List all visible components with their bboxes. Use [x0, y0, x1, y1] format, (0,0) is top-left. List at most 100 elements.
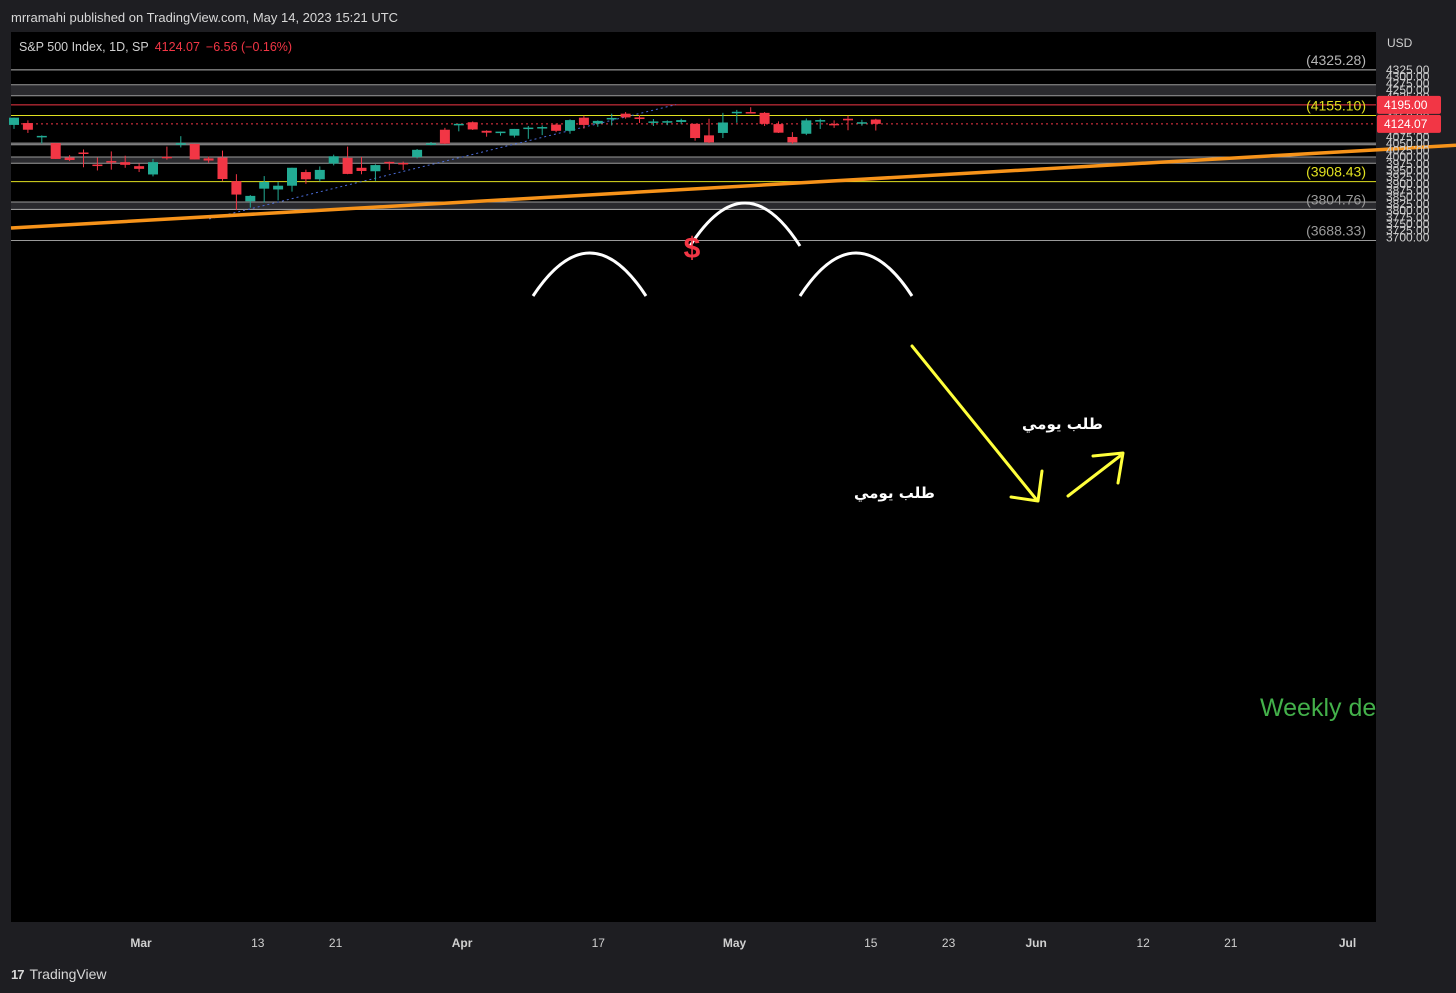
y-tick-label: 3775.00	[1386, 210, 1430, 224]
candle-body-59	[829, 123, 840, 126]
symbol-legend: S&P 500 Index, 1D, SP 4124.07 −6.56 (−0.16…	[19, 40, 292, 54]
candle-body-38	[537, 127, 548, 129]
candle-body-41	[578, 117, 589, 125]
candle-body-29	[412, 149, 423, 158]
candle-body-47	[662, 121, 673, 123]
x-tick-label: Apr	[452, 936, 473, 950]
candle-body-32	[453, 123, 464, 126]
legend-price: 4124.07	[154, 40, 200, 54]
candle-body-62	[870, 119, 881, 124]
x-tick-label: Jul	[1339, 936, 1356, 950]
y-tick-label: 3900.00	[1386, 177, 1430, 191]
demand-daily-label-upper: طلب يومي	[1022, 415, 1103, 433]
candle-body-6	[92, 164, 103, 167]
x-tick-label: 21	[329, 936, 343, 950]
candle-body-17	[245, 195, 256, 202]
x-tick-label: 23	[942, 936, 956, 950]
top-bar	[0, 0, 1456, 32]
candle-body-42	[592, 120, 603, 124]
candle-body-18	[259, 181, 270, 189]
price-badge-label: 4124.07	[1384, 117, 1428, 131]
demand-zone-2	[11, 157, 1376, 164]
candle-body-22	[314, 169, 325, 180]
y-tick-label: 3925.00	[1386, 170, 1430, 184]
candle-body-57	[801, 120, 812, 134]
x-tick-label: 12	[1137, 936, 1151, 950]
y-tick-label: 3725.00	[1386, 224, 1430, 238]
price-badge-3	[1377, 114, 1441, 133]
candle-body-7	[106, 161, 117, 163]
candle-body-1	[22, 123, 33, 130]
level-label: (3804.76)	[1306, 191, 1366, 207]
brand-name: TradingView	[29, 966, 107, 982]
tradingview-logo-icon: 17	[11, 966, 25, 982]
tradingview-brand[interactable]: 17 TradingView	[11, 966, 107, 982]
level-label: (4155.10)	[1306, 98, 1366, 114]
y-tick-label: 4325.00	[1386, 63, 1430, 77]
candle-body-49	[690, 123, 701, 139]
candle-body-33	[467, 122, 478, 130]
candle-body-31	[439, 129, 450, 144]
y-tick-label: 4275.00	[1386, 76, 1430, 90]
candle-body-54	[759, 112, 770, 124]
candle-body-53	[745, 112, 756, 114]
candle-body-50	[704, 135, 714, 143]
candle-body-2	[36, 135, 47, 138]
candle-body-27	[384, 161, 395, 164]
up-arrow-head	[1091, 451, 1125, 485]
weekly-demand-label: Weekly demand	[1260, 694, 1377, 722]
y-tick-label: 4300.00	[1386, 70, 1430, 84]
candle-body-23	[328, 156, 339, 164]
pattern-arc-2	[798, 251, 914, 297]
y-tick-label: 4075.00	[1386, 130, 1430, 144]
time-axis	[0, 924, 1376, 956]
level-label: (3908.43)	[1306, 164, 1366, 180]
candle-body-20	[287, 167, 297, 186]
candle-body-34	[481, 130, 492, 133]
candle-body-11	[161, 156, 172, 159]
down-arrow-shaft	[910, 344, 1038, 501]
y-tick-label: 3800.00	[1386, 204, 1430, 218]
candle-body-26	[370, 165, 381, 172]
y-tick-label: 3750.00	[1386, 217, 1430, 231]
demand-daily-label-lower: طلب يومي	[854, 484, 935, 502]
candle-body-5	[78, 152, 89, 155]
bottom-bar	[0, 956, 1456, 993]
candle-body-55	[773, 124, 784, 133]
price-badge-1	[1377, 95, 1441, 114]
y-tick-label: 3975.00	[1386, 157, 1430, 171]
demand-zone-0	[11, 84, 1376, 96]
candle-body-25	[356, 167, 367, 171]
candle-body-13	[189, 143, 200, 160]
plot-area	[11, 32, 1376, 922]
candle-body-52	[731, 111, 742, 114]
candle-body-15	[217, 157, 228, 180]
x-tick-label: 17	[592, 936, 606, 950]
candle-body-12	[175, 143, 186, 145]
x-tick-label: Jun	[1025, 936, 1046, 950]
demand-zone-3	[11, 202, 1376, 210]
level-label: (3688.33)	[1306, 223, 1366, 239]
price-scale	[1376, 32, 1456, 956]
y-tick-label: 3875.00	[1386, 184, 1430, 198]
x-tick-label: Mar	[130, 936, 152, 950]
candle-body-30	[426, 143, 436, 145]
publisher-info: mrramahi published on TradingView.com, M…	[11, 10, 399, 25]
candle-body-10	[148, 162, 158, 175]
y-tick-label: 3950.00	[1386, 163, 1430, 177]
candle-body-48	[676, 120, 687, 122]
currency-label[interactable]: USD	[1387, 36, 1413, 50]
candle-body-0	[9, 117, 19, 125]
y-tick-label: 4000.00	[1386, 150, 1430, 164]
candle-body-46	[648, 121, 659, 123]
up-arrow-shaft	[1066, 454, 1122, 498]
candle-body-9	[134, 166, 145, 169]
demand-zone-1	[11, 143, 1376, 146]
candle-body-43	[606, 117, 617, 120]
dollar-sign-annotation: $	[684, 232, 701, 265]
price-badge-label: 4195.00	[1384, 98, 1428, 112]
candle-body-45	[634, 117, 645, 120]
candle-body-44	[620, 113, 631, 118]
candle-body-14	[203, 158, 214, 161]
down-arrow-head	[1009, 469, 1044, 503]
